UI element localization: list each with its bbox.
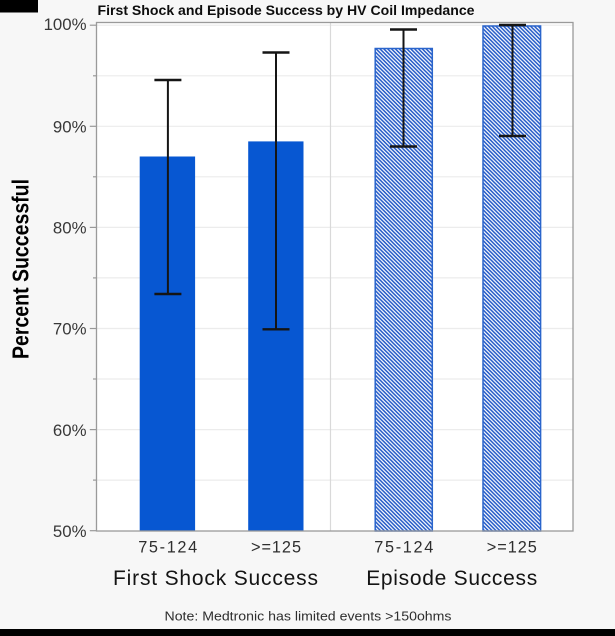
svg-text:>=125: >=125 — [251, 539, 301, 557]
svg-text:Note: Medtronic has limited ev: Note: Medtronic has limited events >150o… — [165, 609, 452, 623]
svg-text:Percent Successful: Percent Successful — [8, 179, 34, 359]
svg-text:90%: 90% — [53, 118, 87, 137]
svg-text:Episode Success: Episode Success — [366, 567, 537, 590]
svg-text:80%: 80% — [53, 219, 87, 238]
svg-text:>=125: >=125 — [487, 539, 537, 557]
svg-text:50%: 50% — [53, 522, 87, 541]
svg-text:75-124: 75-124 — [374, 539, 433, 557]
svg-text:First Shock Success: First Shock Success — [113, 567, 318, 590]
svg-text:60%: 60% — [53, 421, 87, 440]
svg-text:70%: 70% — [53, 320, 87, 339]
svg-text:First Shock and Episode Succes: First Shock and Episode Success by HV Co… — [98, 3, 476, 18]
svg-text:100%: 100% — [44, 15, 87, 34]
svg-text:75-124: 75-124 — [138, 539, 197, 557]
